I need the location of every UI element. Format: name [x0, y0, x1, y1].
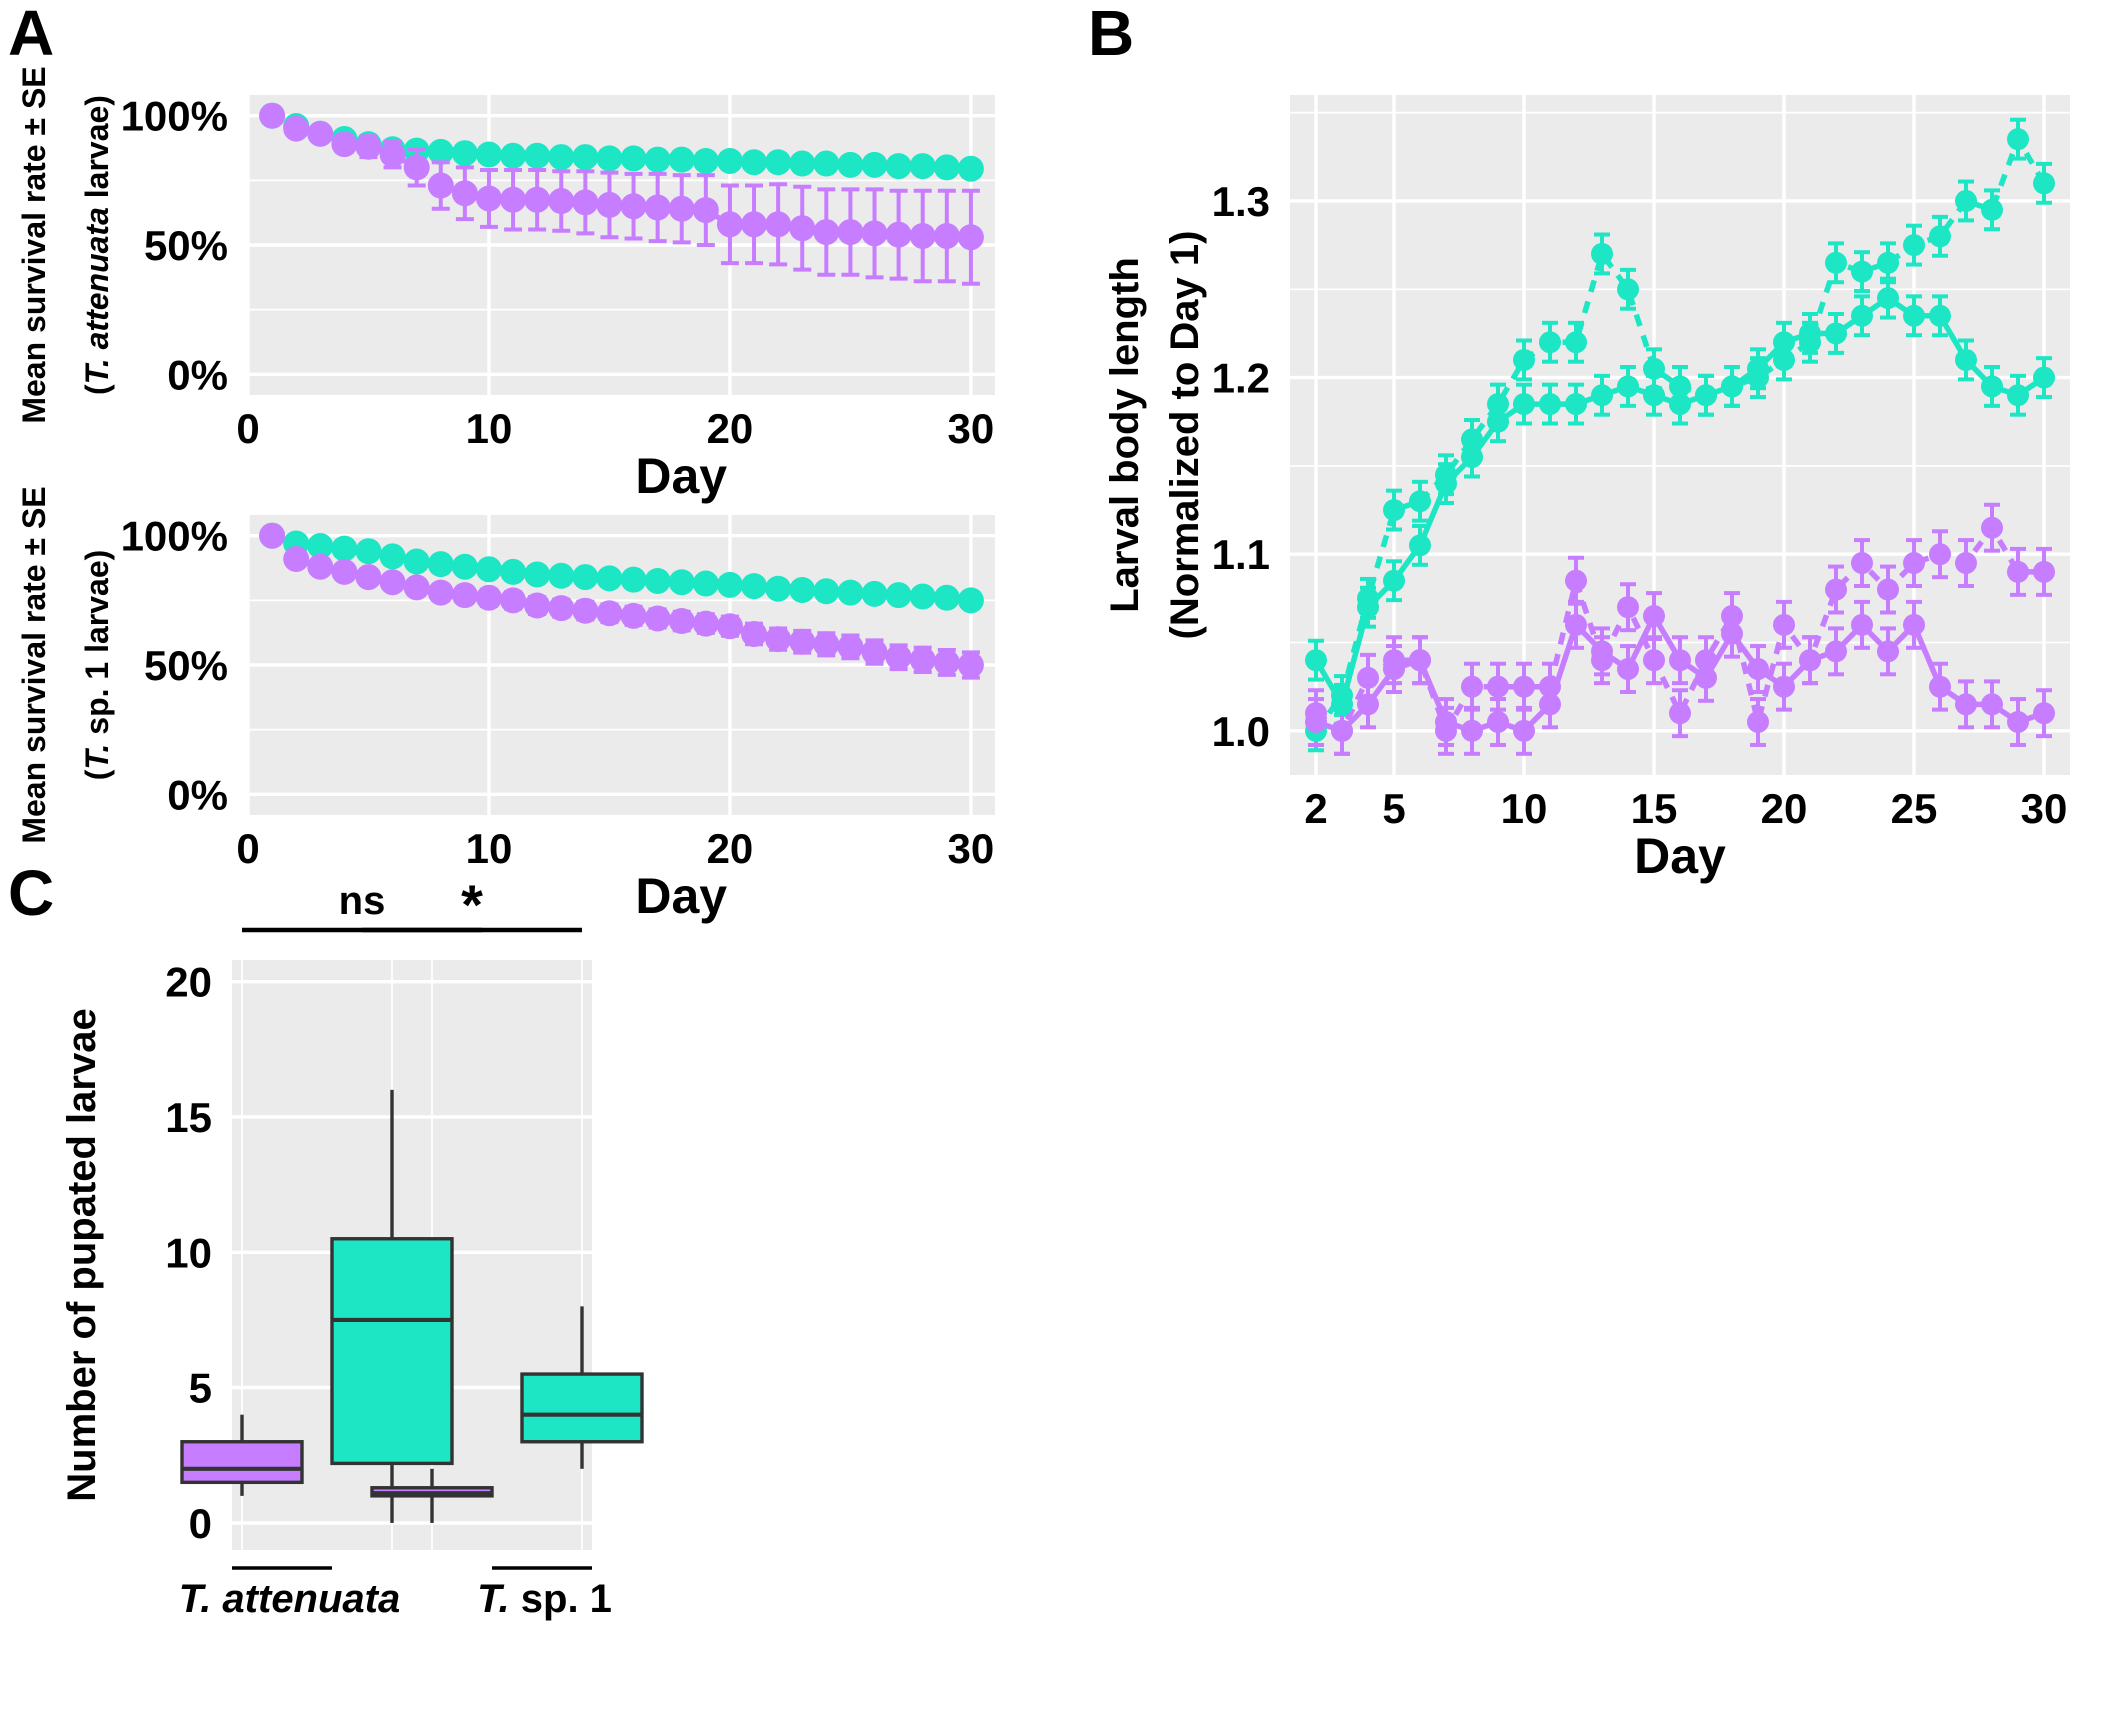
svg-text:20: 20: [707, 825, 754, 872]
svg-text:Day: Day: [1634, 828, 1726, 884]
svg-text:Larval body length: Larval body length: [1103, 257, 1147, 613]
svg-text:0%: 0%: [167, 351, 228, 398]
svg-text:10: 10: [466, 405, 513, 452]
svg-text:2: 2: [1304, 785, 1327, 832]
svg-text:1.2: 1.2: [1212, 355, 1270, 402]
svg-text:0%: 0%: [167, 771, 228, 818]
svg-text:10: 10: [165, 1229, 212, 1276]
svg-text:25: 25: [1891, 785, 1938, 832]
svg-text:T. sp. 1: T. sp. 1: [477, 1577, 612, 1621]
svg-text:Day: Day: [635, 868, 727, 924]
svg-text:30: 30: [948, 825, 995, 872]
svg-text:10: 10: [466, 825, 513, 872]
svg-text:Number of pupated larvae: Number of pupated larvae: [60, 1008, 104, 1501]
svg-text:20: 20: [1761, 785, 1808, 832]
svg-text:100%: 100%: [121, 513, 228, 560]
svg-text:(T. attenuata larvae): (T. attenuata larvae): [79, 95, 115, 395]
svg-text:15: 15: [1631, 785, 1678, 832]
svg-text:15: 15: [165, 1094, 212, 1141]
svg-text:30: 30: [2021, 785, 2068, 832]
svg-text:ns: ns: [339, 879, 386, 923]
svg-text:T. attenuata: T. attenuata: [179, 1577, 401, 1621]
svg-text:0: 0: [236, 405, 259, 452]
svg-text:50%: 50%: [144, 642, 228, 689]
svg-text:0: 0: [189, 1500, 212, 1547]
svg-text:B: B: [1088, 0, 1134, 69]
svg-text:5: 5: [1382, 785, 1405, 832]
svg-text:1.1: 1.1: [1212, 531, 1270, 578]
svg-text:20: 20: [707, 405, 754, 452]
svg-text:10: 10: [1501, 785, 1548, 832]
svg-text:50%: 50%: [144, 222, 228, 269]
svg-text:30: 30: [948, 405, 995, 452]
svg-text:Day: Day: [635, 448, 727, 504]
svg-text:*: *: [461, 873, 483, 936]
svg-text:0: 0: [236, 825, 259, 872]
svg-text:(Normalized to Day 1): (Normalized to Day 1): [1163, 231, 1207, 640]
svg-text:100%: 100%: [121, 93, 228, 140]
svg-text:1.0: 1.0: [1212, 708, 1270, 755]
svg-text:5: 5: [189, 1365, 212, 1412]
svg-text:(T. sp. 1 larvae): (T. sp. 1 larvae): [79, 550, 115, 781]
svg-text:A: A: [8, 0, 54, 69]
svg-text:C: C: [8, 857, 54, 929]
svg-text:20: 20: [165, 959, 212, 1006]
svg-text:Mean survival rate ± SE: Mean survival rate ± SE: [16, 66, 52, 423]
svg-text:Mean survival rate ± SE: Mean survival rate ± SE: [16, 486, 52, 843]
svg-text:1.3: 1.3: [1212, 178, 1270, 225]
